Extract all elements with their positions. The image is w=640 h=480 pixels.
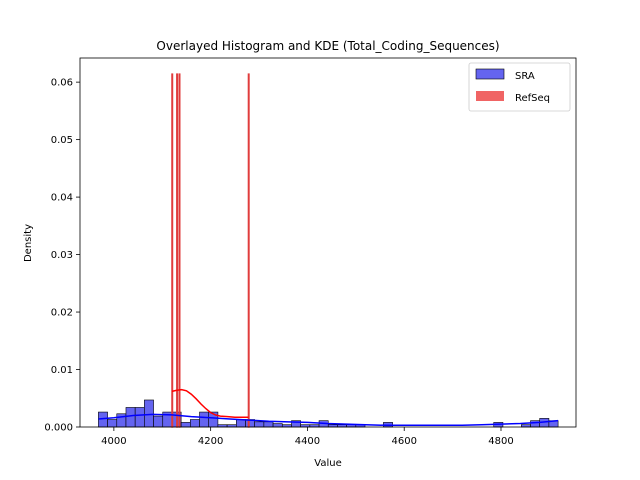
sra-bar-18 <box>263 421 274 428</box>
sra-bar-6 <box>153 415 164 428</box>
refseq-bar-3 <box>247 73 250 428</box>
sra-bar-2 <box>116 413 127 428</box>
y-tick-label-1: 0.01 <box>51 365 73 376</box>
sra-bar-1 <box>107 419 118 428</box>
y-axis-ticks: 0.000 0.01 0.02 0.03 0.04 0.05 0.06 <box>44 78 80 434</box>
refseq-kde-curve <box>171 388 249 418</box>
sra-kde-curve <box>98 413 559 427</box>
x-tick-label-3: 4600 <box>391 436 416 447</box>
y-tick-label-2: 0.02 <box>51 308 73 319</box>
chart-title: Overlayed Histogram and KDE (Total_Codin… <box>156 39 499 53</box>
refseq-bar-2 <box>178 73 181 428</box>
sra-bar-5 <box>144 399 154 428</box>
x-tick-label-0: 4000 <box>101 436 126 447</box>
y-tick-label-4: 0.04 <box>51 193 73 204</box>
x-tick-label-1: 4200 <box>198 436 223 447</box>
legend: SRA RefSeq <box>468 62 571 112</box>
y-tick-label-6: 0.06 <box>51 78 73 89</box>
x-axis-label: Value <box>314 458 341 469</box>
legend-label-sra: SRA <box>515 71 535 82</box>
sra-bar-11 <box>199 411 210 428</box>
sra-bar-19 <box>272 423 283 428</box>
sra-bar-3 <box>125 407 136 428</box>
legend-swatch-refseq <box>476 91 504 101</box>
x-tick-label-2: 4400 <box>295 436 320 447</box>
refseq-bar-1 <box>176 73 179 428</box>
y-tick-label-3: 0.03 <box>51 250 73 261</box>
sra-bar-9 <box>180 422 191 428</box>
refseq-bar-0 <box>171 73 174 428</box>
sra-bar-32 <box>530 420 541 428</box>
legend-label-refseq: RefSeq <box>515 93 550 104</box>
y-axis-label: Density <box>23 224 34 262</box>
y-tick-label-5: 0.05 <box>51 135 73 146</box>
y-tick-label-0: 0.000 <box>44 423 73 434</box>
x-axis-ticks: 4000 4200 4400 4600 4800 <box>101 427 514 447</box>
legend-swatch-sra <box>475 68 505 80</box>
sra-bar-4 <box>134 407 145 428</box>
axes-frame <box>79 57 577 428</box>
sra-bar-15 <box>236 419 246 428</box>
sra-bar-17 <box>254 421 265 428</box>
sra-bar-10 <box>190 419 200 428</box>
x-tick-label-4: 4800 <box>488 436 513 447</box>
